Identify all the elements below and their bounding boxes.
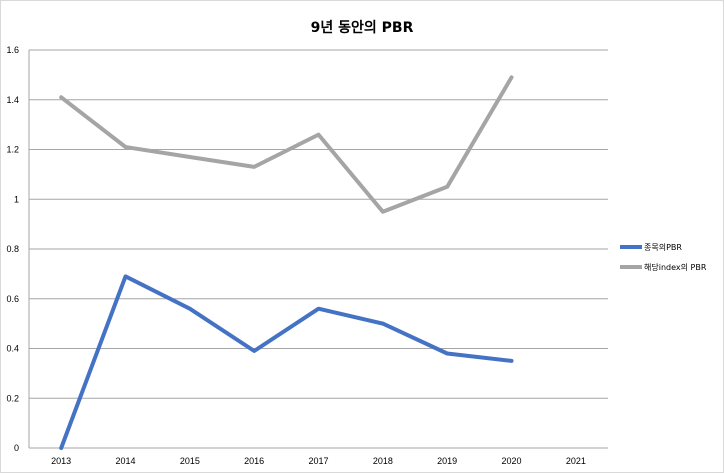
data-point (511, 76, 512, 78)
data-point (125, 146, 126, 148)
y-tick-label: 0.6 (6, 294, 19, 304)
y-tick-label: 0.4 (6, 344, 19, 354)
legend-label: 해당index의 PBR (644, 262, 707, 272)
data-point (253, 166, 255, 168)
data-point (511, 360, 512, 362)
x-tick-label: 2018 (373, 456, 393, 466)
data-point (446, 352, 448, 354)
data-point (318, 308, 319, 310)
y-tick-label: 1.6 (6, 45, 19, 55)
x-tick-label: 2015 (180, 456, 200, 466)
legend: 종목의PBR 해당index의 PBR (620, 242, 707, 272)
x-tick-label: 2014 (115, 456, 135, 466)
legend-label: 종목의PBR (644, 242, 682, 252)
x-tick-label: 2017 (308, 456, 328, 466)
x-tick-label: 2021 (566, 456, 586, 466)
series-line-1 (59, 75, 514, 214)
y-tick-label: 1 (14, 194, 19, 204)
y-axis-ticks: 0 0.2 0.4 0.6 0.8 1 1.2 1.4 1.6 (6, 45, 19, 453)
data-point (318, 134, 319, 136)
y-tick-label: 0.2 (6, 393, 19, 403)
y-tick-label: 0.8 (6, 244, 19, 254)
data-point (125, 275, 126, 277)
series-lines (59, 75, 514, 450)
data-point (60, 96, 62, 98)
x-tick-label: 2020 (501, 456, 521, 466)
data-point (446, 186, 448, 188)
data-point (189, 308, 191, 310)
data-point (382, 211, 384, 213)
x-tick-label: 2019 (437, 456, 457, 466)
y-tick-label: 1.4 (6, 95, 19, 105)
grid-lines (28, 49, 608, 449)
chart-title: 9년 동안의 PBR (311, 19, 414, 36)
x-axis-ticks: 2013 2014 2015 2016 2017 2018 2019 2020 2021 (51, 456, 586, 466)
series-line-0 (59, 274, 514, 450)
x-tick-label: 2013 (51, 456, 71, 466)
data-point (382, 323, 384, 325)
y-tick-label: 0 (14, 443, 19, 453)
x-tick-label: 2016 (244, 456, 264, 466)
data-point (253, 350, 255, 352)
data-point (189, 156, 191, 158)
data-point (60, 447, 62, 449)
y-tick-label: 1.2 (6, 145, 19, 155)
